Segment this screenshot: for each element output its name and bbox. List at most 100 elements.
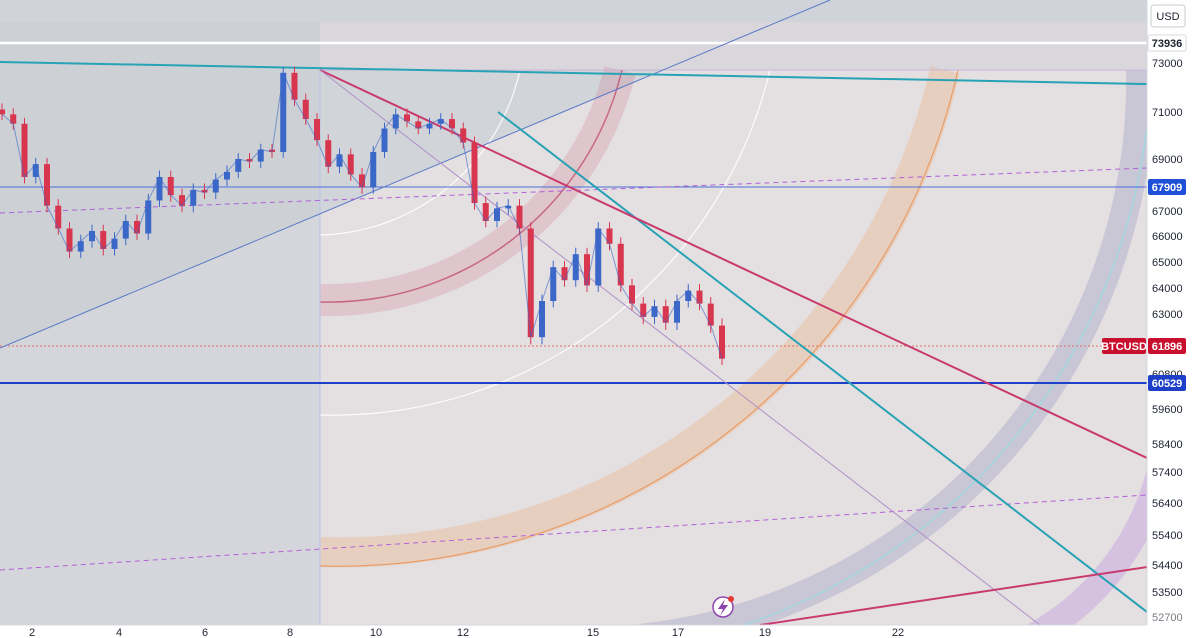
candle-body [662,306,669,323]
candle-body [572,254,579,281]
candle-body [89,231,95,242]
candle-body [707,303,714,326]
candle-body [77,241,84,252]
candle-body [66,228,73,252]
price-axis[interactable]: 73000 71000 69000 67000 66000 65000 64000 63000… [1146,0,1200,638]
candle-body [179,195,185,206]
candle-body [640,303,647,317]
price-tag-label: 61896 [1152,341,1183,353]
candle-body [32,164,39,177]
crimson-ascending-line [759,566,1147,625]
candle-body [415,121,422,129]
fib-arc-outer-edge [741,117,1147,625]
time-axis-bg [0,625,1147,638]
price-tag-bg [1148,338,1186,354]
symbol-tag-bg [1102,338,1146,354]
candle-body [381,128,388,152]
candle-body [696,290,703,304]
candle-body [257,149,264,162]
candle-body [347,154,354,175]
y-tick-label: 59600 [1152,404,1183,416]
candle-body [617,243,624,286]
candle-body [449,119,455,129]
candle-body [21,123,28,177]
y-tick-label: 67000 [1152,206,1183,218]
price-tag-label: 73936 [1152,38,1183,50]
candle-body [122,221,129,239]
candle-body [539,301,545,338]
currency-button[interactable]: USD [1150,4,1186,28]
candle-body [235,159,242,172]
fib-arc-inner-edge [319,69,623,303]
candle-body [145,200,152,234]
candle-body [212,179,219,193]
candle-body [280,72,287,152]
crimson-descending-line [319,69,1147,459]
fib-arc-inner-band [319,66,636,317]
candle-body [167,176,174,196]
candle-body [0,109,5,115]
candle-body [460,128,467,143]
fib-arc-outer-band [638,69,1147,625]
candle-body [550,267,557,301]
candle-body [370,151,377,188]
lightning-icon[interactable] [712,596,734,618]
x-tick-label: 19 [759,627,771,638]
candle-body [629,285,635,304]
candle-body [685,290,692,301]
y-tick-label: 53500 [1152,587,1183,599]
candle-body [392,114,399,129]
candle-body [100,231,107,249]
teal-descending-line [497,111,1147,613]
fib-arc-orange-band [319,66,960,568]
candle-body [505,205,512,209]
x-tick-label: 17 [672,627,684,638]
candle-body [527,228,534,338]
candle-body [426,123,433,129]
candle-body [291,72,298,100]
y-tick-label: 56400 [1152,498,1183,510]
x-tick-label: 15 [587,627,599,638]
x-tick-label: 6 [202,627,208,638]
candle-body [437,119,444,124]
x-tick-label: 10 [370,627,382,638]
price-tag-label: 60529 [1152,378,1183,390]
price-axis-bg [1147,0,1200,638]
time-axis[interactable]: 2 4 6 8 10 12 15 17 19 22 [0,624,1147,638]
x-tick-label: 8 [287,627,293,638]
y-tick-label: 65000 [1152,257,1183,269]
candle-body [336,154,343,167]
candle-body [561,267,568,281]
y-tick-label: 69000 [1152,154,1183,166]
price-tag-bg [1148,375,1186,391]
candle-body [134,221,140,234]
candle-body [44,164,50,206]
price-tags: 73936 67909 61896 BTCUSD 60529 [1101,34,1187,391]
y-tick-label: 58400 [1152,439,1183,451]
candle-body [325,140,332,167]
candle-body [719,325,725,359]
x-tick-label: 12 [457,627,469,638]
candle-body [404,114,410,122]
candle-body [190,189,197,206]
top-gray-band [0,0,1147,22]
y-tick-label: 66000 [1152,231,1183,243]
price-line [1,70,723,359]
price-tag-label: 67909 [1152,182,1183,194]
candle-body [595,228,602,286]
candle-body [201,189,208,193]
candle-body [111,238,118,249]
candle-body [606,228,613,244]
candle-body [224,171,230,180]
fib-arc-lower-band [1026,468,1147,625]
y-tick-label: 71000 [1152,107,1183,119]
currency-button-label: USD [1156,11,1179,23]
candle-body [674,301,680,323]
x-tick-label: 2 [29,627,35,638]
x-tick-label: 4 [116,627,122,638]
fib-arc-orange-edge [319,69,959,567]
teal-resistance-line [0,61,1147,85]
candle-body [302,99,309,120]
